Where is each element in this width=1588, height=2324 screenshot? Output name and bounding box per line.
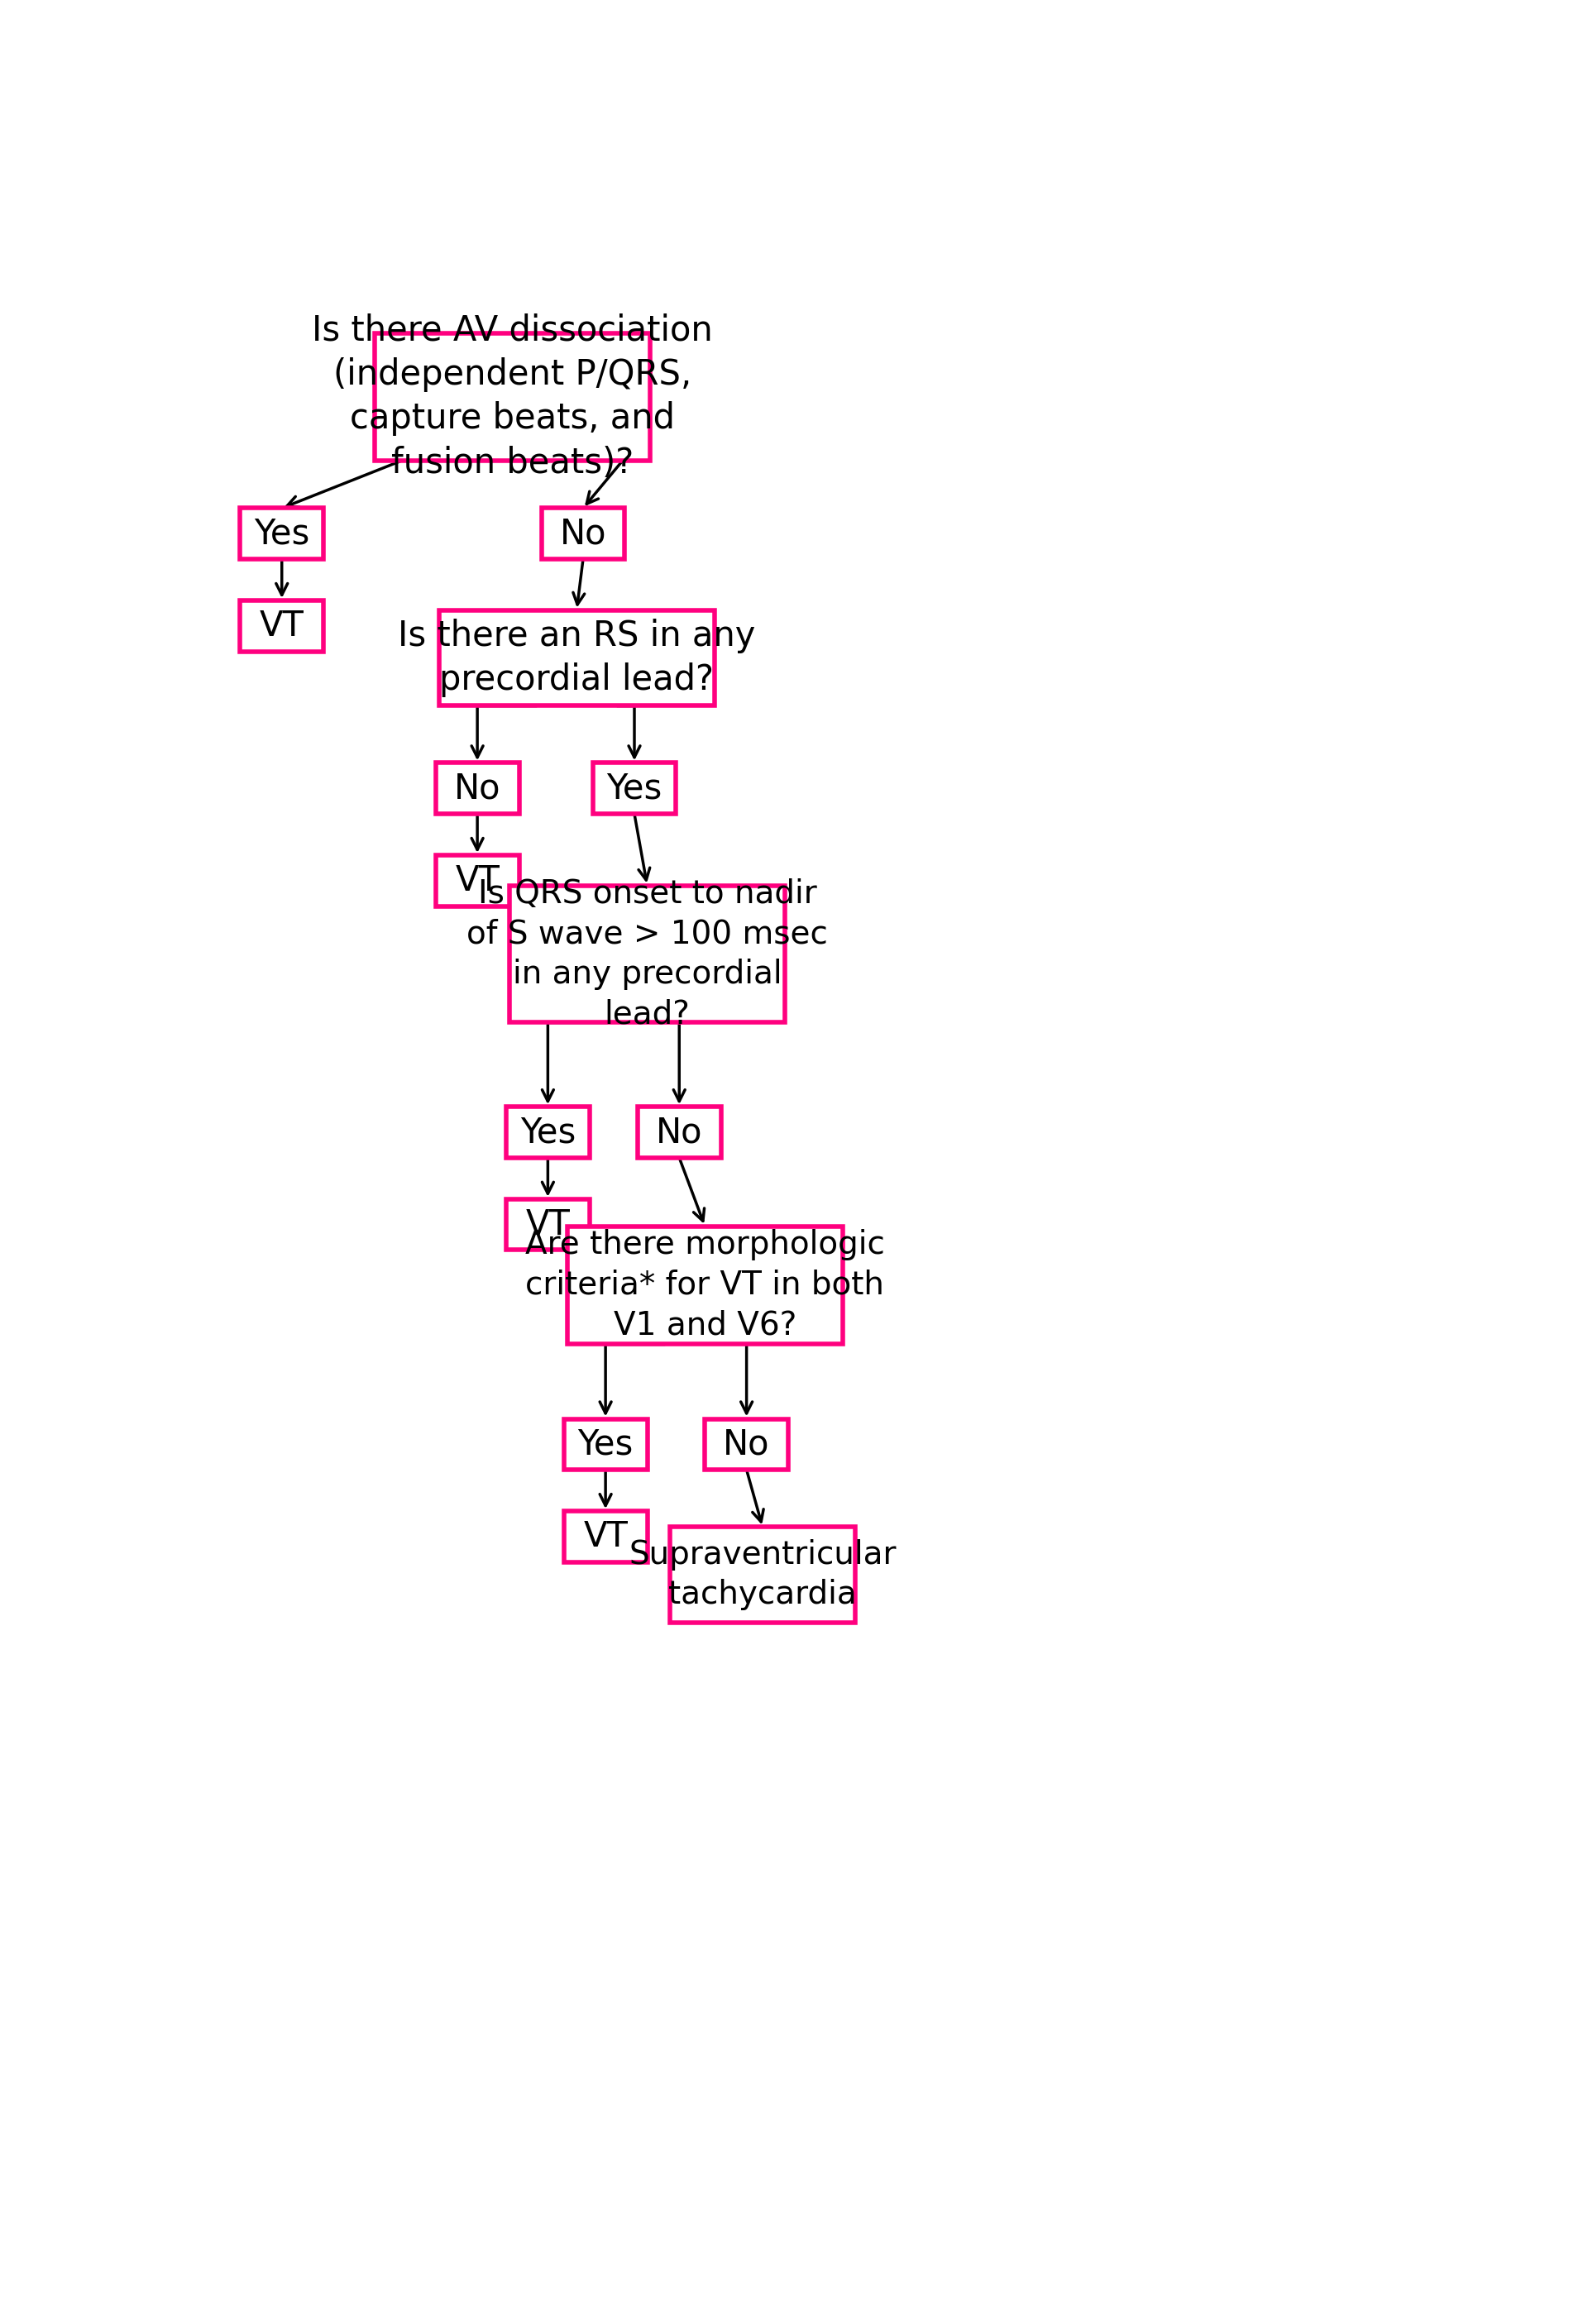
- Text: VT: VT: [526, 1206, 570, 1241]
- Text: Supraventricular
tachycardia: Supraventricular tachycardia: [629, 1538, 896, 1611]
- FancyBboxPatch shape: [507, 1106, 589, 1157]
- Text: No: No: [559, 516, 607, 551]
- Text: VT: VT: [259, 609, 305, 644]
- FancyBboxPatch shape: [435, 855, 519, 906]
- FancyBboxPatch shape: [542, 509, 624, 560]
- Text: No: No: [454, 772, 500, 806]
- Text: Yes: Yes: [519, 1116, 575, 1150]
- FancyBboxPatch shape: [240, 600, 324, 651]
- Text: No: No: [656, 1116, 702, 1150]
- FancyBboxPatch shape: [705, 1418, 788, 1469]
- FancyBboxPatch shape: [438, 609, 715, 706]
- Text: VT: VT: [456, 862, 500, 897]
- Text: Are there morphologic
criteria* for VT in both
V1 and V6?: Are there morphologic criteria* for VT i…: [526, 1229, 885, 1341]
- FancyBboxPatch shape: [240, 509, 324, 560]
- FancyBboxPatch shape: [510, 885, 784, 1023]
- FancyBboxPatch shape: [507, 1199, 589, 1250]
- Text: Is there AV dissociation
(independent P/QRS,
capture beats, and
fusion beats)?: Is there AV dissociation (independent P/…: [313, 314, 713, 481]
- Text: Is there an RS in any
precordial lead?: Is there an RS in any precordial lead?: [399, 618, 756, 697]
- Text: VT: VT: [583, 1520, 627, 1555]
- Text: Is QRS onset to nadir
of S wave > 100 msec
in any precordial
lead?: Is QRS onset to nadir of S wave > 100 ms…: [467, 878, 827, 1030]
- FancyBboxPatch shape: [637, 1106, 721, 1157]
- Text: Yes: Yes: [607, 772, 662, 806]
- Text: No: No: [723, 1427, 770, 1462]
- FancyBboxPatch shape: [567, 1227, 843, 1343]
- FancyBboxPatch shape: [435, 762, 519, 813]
- FancyBboxPatch shape: [375, 332, 651, 460]
- FancyBboxPatch shape: [670, 1527, 856, 1622]
- Text: Yes: Yes: [578, 1427, 634, 1462]
- FancyBboxPatch shape: [564, 1418, 648, 1469]
- Text: Yes: Yes: [254, 516, 310, 551]
- FancyBboxPatch shape: [564, 1511, 648, 1562]
- FancyBboxPatch shape: [592, 762, 676, 813]
